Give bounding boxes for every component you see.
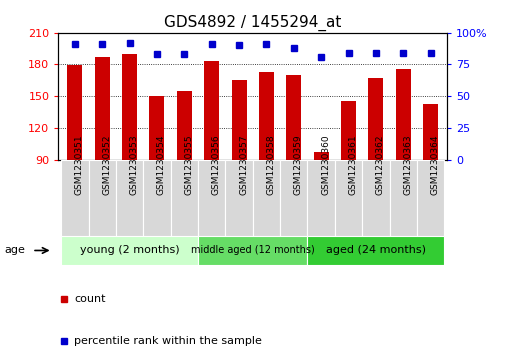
Bar (417, 160, 444, 236)
Text: GSM1230362: GSM1230362 (376, 135, 385, 195)
Bar (232, 80, 246, 160)
Text: GSM1230361: GSM1230361 (348, 135, 358, 195)
Text: percentile rank within the sample: percentile rank within the sample (74, 336, 262, 346)
Text: GSM1230363: GSM1230363 (403, 135, 412, 195)
Text: GSM1230355: GSM1230355 (184, 135, 194, 195)
Bar (204, 61, 219, 160)
Bar (61, 236, 198, 265)
Bar (396, 69, 411, 160)
Text: GSM1230359: GSM1230359 (294, 135, 303, 195)
Bar (122, 54, 137, 160)
Bar (198, 160, 226, 236)
Bar (307, 236, 444, 265)
Text: count: count (74, 294, 106, 304)
Text: GSM1230364: GSM1230364 (431, 135, 439, 195)
Bar (253, 160, 280, 236)
Text: young (2 months): young (2 months) (80, 245, 179, 256)
Bar (94, 57, 110, 160)
Text: GSM1230358: GSM1230358 (266, 135, 275, 195)
Bar (368, 78, 384, 160)
Bar (226, 160, 253, 236)
Text: GSM1230351: GSM1230351 (75, 135, 84, 195)
Title: GDS4892 / 1455294_at: GDS4892 / 1455294_at (164, 15, 341, 31)
Bar (61, 160, 88, 236)
Bar (286, 75, 301, 160)
Bar (307, 160, 335, 236)
Text: GSM1230353: GSM1230353 (130, 135, 139, 195)
Bar (390, 160, 417, 236)
Bar (198, 236, 307, 265)
Text: GSM1230360: GSM1230360 (321, 135, 330, 195)
Text: GSM1230352: GSM1230352 (102, 135, 111, 195)
Bar (177, 91, 192, 160)
Bar (362, 160, 390, 236)
Text: GSM1230356: GSM1230356 (212, 135, 220, 195)
Bar (88, 160, 116, 236)
Text: middle aged (12 months): middle aged (12 months) (191, 245, 314, 256)
Text: GSM1230354: GSM1230354 (157, 135, 166, 195)
Text: GSM1230357: GSM1230357 (239, 135, 248, 195)
Bar (423, 103, 438, 160)
Bar (171, 160, 198, 236)
Bar (335, 160, 362, 236)
Bar (116, 160, 143, 236)
Bar (68, 65, 82, 160)
Bar (341, 102, 356, 160)
Bar (143, 160, 171, 236)
Bar (149, 96, 165, 160)
Bar (280, 160, 307, 236)
Text: aged (24 months): aged (24 months) (326, 245, 426, 256)
Bar (313, 152, 329, 160)
Bar (259, 72, 274, 160)
Text: age: age (5, 245, 25, 256)
